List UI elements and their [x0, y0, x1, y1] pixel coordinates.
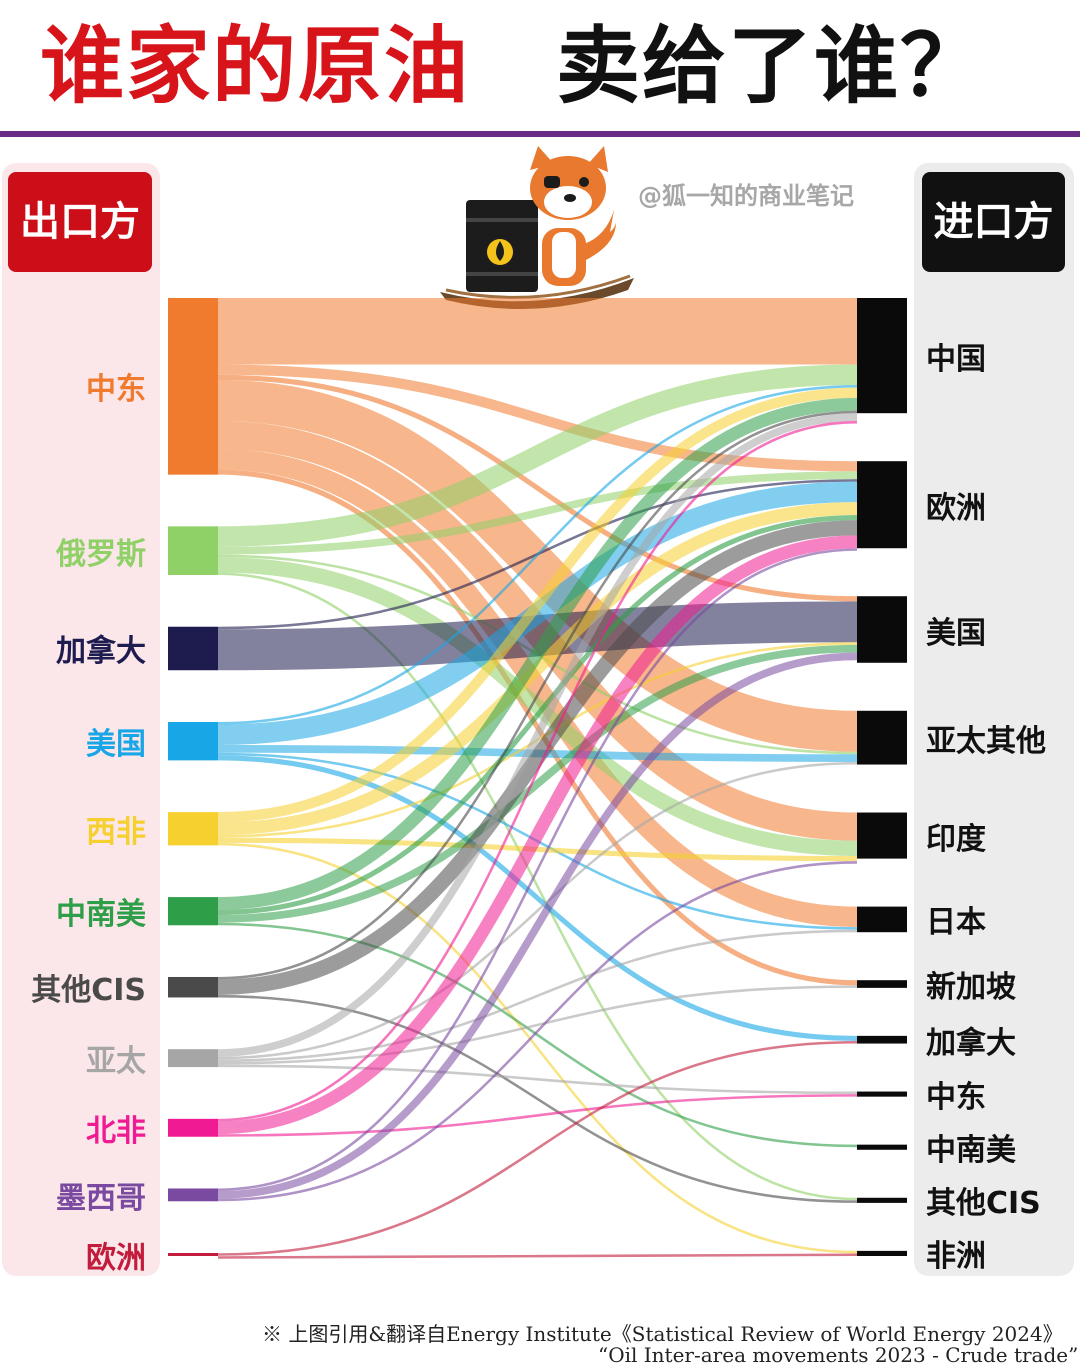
watermark: @狐一知的商业笔记 — [638, 182, 854, 210]
flow-link — [217, 985, 858, 1065]
target-label: 非洲 — [926, 1239, 986, 1275]
flow-link — [217, 413, 858, 1057]
target-label: 新加坡 — [926, 970, 1016, 1006]
flow-link — [217, 837, 858, 862]
target-node — [857, 461, 907, 549]
flow-link — [217, 420, 858, 1122]
flow-link — [217, 364, 858, 547]
source-label: 中南美 — [56, 897, 146, 933]
target-label: 中东 — [926, 1080, 986, 1116]
flow-link — [217, 397, 858, 910]
source-node — [168, 721, 218, 761]
target-label: 日本 — [926, 905, 986, 941]
target-node — [857, 1250, 907, 1256]
source-label: 亚太 — [86, 1044, 146, 1080]
flow-link — [217, 994, 858, 1203]
flow-link — [217, 644, 858, 923]
footnote-source: ※ 上图引用&翻译自Energy Institute《Statistical R… — [262, 1322, 1063, 1346]
flow-link — [217, 861, 858, 1202]
target-label: 欧洲 — [926, 490, 986, 526]
target-label: 亚太其他 — [926, 723, 1046, 759]
flow-link — [217, 1094, 858, 1137]
source-node — [168, 1049, 218, 1068]
flow-link — [217, 929, 858, 1062]
source-node — [168, 812, 218, 846]
flow-link — [217, 449, 858, 928]
flow-link — [217, 601, 858, 671]
flow-link — [217, 1253, 858, 1259]
flow-link — [217, 520, 858, 995]
exporter-panel — [2, 163, 160, 1276]
source-node — [168, 626, 218, 671]
importer-panel — [914, 163, 1074, 1276]
target-label: 加拿大 — [926, 1025, 1016, 1061]
source-label: 欧洲 — [86, 1240, 146, 1276]
target-node — [857, 812, 907, 859]
target-label: 美国 — [926, 615, 986, 651]
source-label: 俄罗斯 — [56, 536, 146, 572]
target-node — [857, 1197, 907, 1203]
target-node — [857, 1035, 907, 1044]
flow-link — [217, 1064, 858, 1095]
flow-link — [217, 755, 858, 1041]
title-banner: 谁家的原油 卖给了谁？ — [0, 8, 1080, 128]
flow-link — [217, 385, 858, 725]
flow-links — [217, 297, 858, 1259]
target-node — [857, 298, 907, 414]
title-part2: 卖给了谁？ — [556, 17, 987, 115]
importer-header: 进口方 — [922, 172, 1065, 272]
flow-link — [217, 387, 858, 823]
target-label: 印度 — [926, 821, 986, 857]
flow-link — [217, 1040, 858, 1256]
target-label: 中国 — [926, 341, 986, 377]
target-node — [857, 1144, 907, 1150]
source-node — [168, 526, 218, 576]
title-part1: 谁家的原油 — [40, 17, 471, 115]
target-label: 中南美 — [926, 1133, 1016, 1169]
target-label: 其他CIS — [926, 1186, 1041, 1222]
flow-link — [217, 514, 858, 916]
source-label: 其他CIS — [31, 973, 146, 1009]
source-label: 中东 — [86, 372, 146, 408]
flow-link — [217, 761, 858, 1060]
source-node — [168, 976, 218, 998]
source-label: 加拿大 — [56, 634, 146, 670]
exporter-header: 出口方 — [8, 172, 152, 272]
source-label: 墨西哥 — [56, 1180, 146, 1216]
flow-link — [217, 557, 858, 857]
divider-bar — [0, 131, 1080, 137]
source-node — [168, 1253, 218, 1256]
flow-link — [217, 572, 858, 1201]
flow-link — [217, 535, 858, 1135]
flow-link — [217, 548, 858, 1192]
target-node — [857, 596, 907, 663]
source-node — [168, 1118, 218, 1137]
source-node — [168, 897, 218, 926]
target-node — [857, 906, 907, 933]
flow-link — [217, 410, 858, 980]
flow-link — [217, 652, 858, 1199]
target-node — [857, 1091, 907, 1097]
flow-link — [217, 922, 858, 1148]
source-label: 西非 — [86, 814, 146, 850]
flow-link — [217, 502, 858, 836]
flow-link — [217, 471, 858, 555]
target-node — [857, 980, 907, 988]
source-label: 美国 — [86, 727, 146, 763]
footnote-dataset: “Oil Inter-area movements 2023 - Crude t… — [598, 1343, 1079, 1367]
target-node — [857, 710, 907, 765]
source-label: 北非 — [86, 1113, 146, 1149]
source-node — [168, 1188, 218, 1202]
flow-link — [217, 379, 858, 752]
source-node — [168, 298, 218, 475]
